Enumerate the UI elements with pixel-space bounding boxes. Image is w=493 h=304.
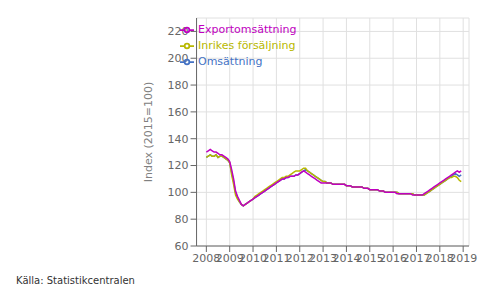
svg-text:200: 200	[168, 52, 189, 65]
svg-text:2008: 2008	[192, 251, 221, 265]
html-text:Inrikes försäljning: Inrikes försäljning	[198, 39, 296, 52]
svg-text:2014: 2014	[332, 251, 361, 265]
svg-text:160: 160	[168, 106, 189, 119]
svg-text:100: 100	[168, 186, 189, 199]
svg-text:80: 80	[175, 213, 189, 226]
svg-text:2009: 2009	[215, 251, 244, 265]
svg-text:180: 180	[168, 79, 189, 92]
svg-text:140: 140	[168, 133, 189, 146]
svg-text:Index (2015=100): Index (2015=100)	[142, 82, 155, 183]
svg-text:60: 60	[175, 240, 189, 253]
svg-text:2012: 2012	[285, 251, 314, 265]
svg-text:2016: 2016	[379, 251, 408, 265]
html-text:Omsättning: Omsättning	[198, 55, 263, 68]
html-text:Exportomsättning: Exportomsättning	[198, 23, 297, 36]
svg-text:2013: 2013	[309, 251, 338, 265]
html-text:Källa: Statistikcentralen: Källa: Statistikcentralen	[16, 275, 135, 286]
svg-text:220: 220	[168, 25, 189, 38]
svg-text:2011: 2011	[262, 251, 291, 265]
svg-text:2015: 2015	[355, 251, 384, 265]
svg-text:2019: 2019	[449, 252, 477, 265]
svg-text:2017: 2017	[402, 251, 431, 265]
svg-text:120: 120	[168, 159, 189, 172]
svg-text:2018: 2018	[425, 251, 454, 265]
svg-text:2010: 2010	[239, 251, 267, 265]
